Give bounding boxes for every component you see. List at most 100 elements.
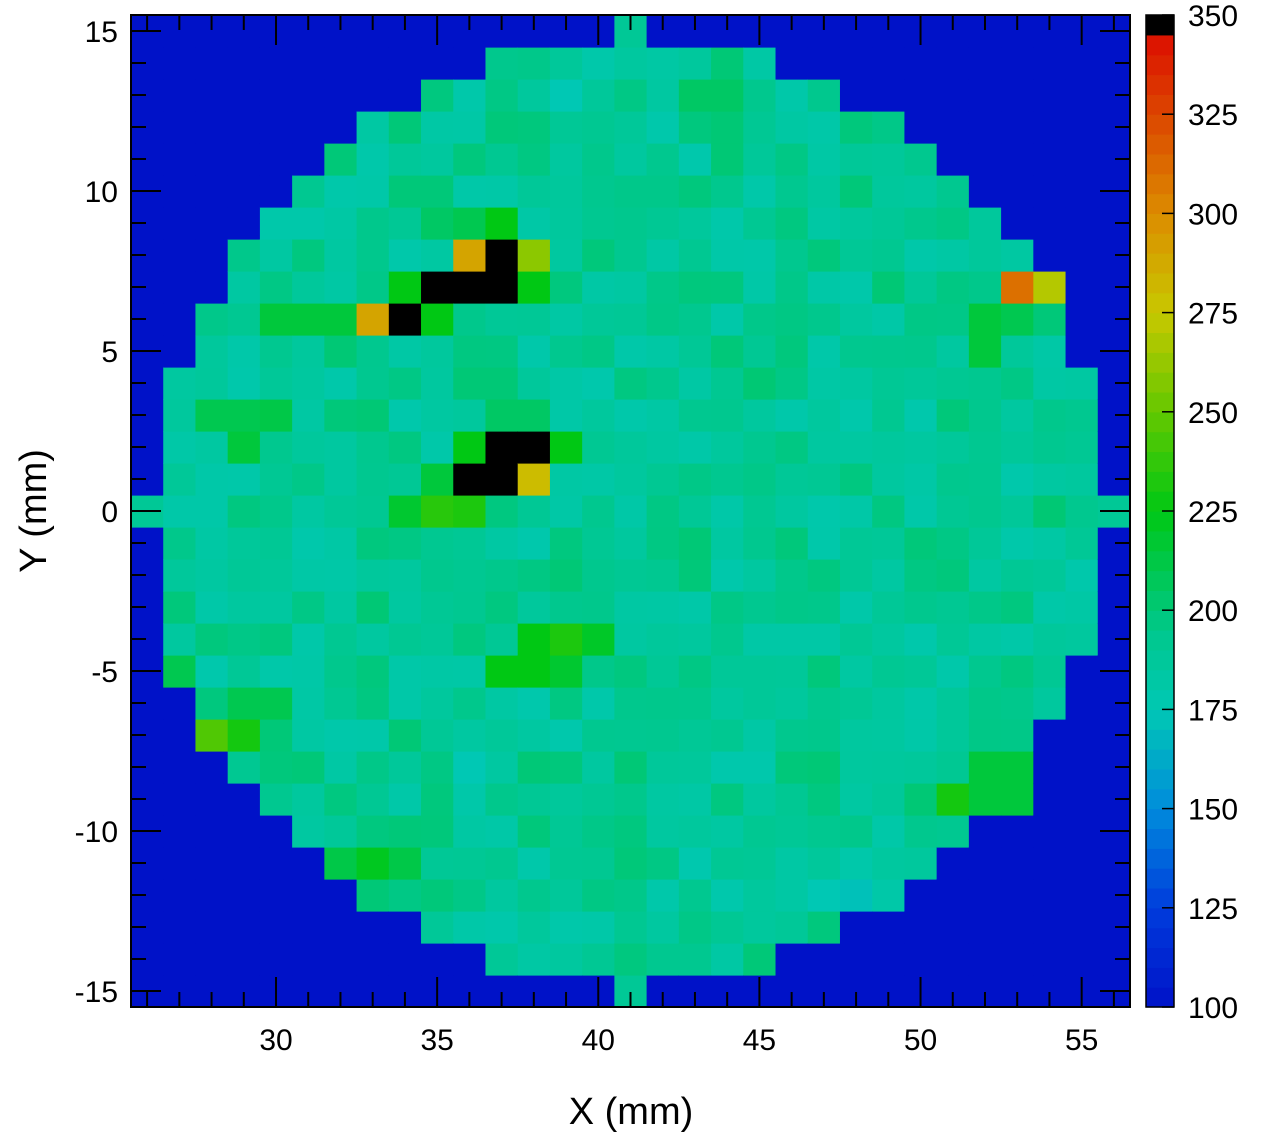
- heatmap-cell: [421, 463, 454, 496]
- heatmap-cell: [839, 143, 873, 176]
- heatmap-cell: [163, 399, 197, 432]
- heatmap-cell: [517, 559, 551, 592]
- heatmap-cell: [839, 687, 873, 720]
- heatmap-cell: [1033, 47, 1067, 80]
- heatmap-cell: [1065, 239, 1099, 272]
- heatmap-cell: [259, 847, 293, 880]
- heatmap-cell: [936, 687, 970, 720]
- heatmap-cell: [743, 943, 777, 976]
- heatmap-cell: [904, 463, 938, 496]
- heatmap-cell: [485, 399, 519, 432]
- heatmap-cell: [195, 687, 229, 720]
- heatmap-cell: [163, 751, 197, 784]
- heatmap-cell: [485, 879, 519, 912]
- heatmap-cell: [1033, 591, 1067, 624]
- heatmap-cell: [421, 431, 454, 464]
- heatmap-cell: [259, 751, 293, 784]
- heatmap-cell: [195, 303, 229, 336]
- heatmap-cell: [163, 335, 197, 368]
- heatmap-cell: [517, 335, 551, 368]
- heatmap-cell: [1033, 655, 1067, 688]
- colorbar-segment: [1146, 788, 1174, 810]
- heatmap-cell: [549, 751, 583, 784]
- heatmap-cell: [227, 815, 261, 848]
- heatmap-cell: [356, 495, 390, 528]
- heatmap-cell: [711, 751, 744, 784]
- heatmap-cell: [775, 815, 809, 848]
- heatmap-cell: [711, 655, 744, 688]
- heatmap-cell: [549, 815, 583, 848]
- heatmap-cell: [485, 495, 519, 528]
- heatmap-cell: [711, 943, 744, 976]
- heatmap-cell: [163, 815, 197, 848]
- heatmap-cell: [421, 943, 454, 976]
- heatmap-cell: [549, 367, 583, 400]
- heatmap-cell: [968, 239, 1002, 272]
- heatmap-cell: [453, 847, 487, 880]
- heatmap-cell: [904, 559, 938, 592]
- heatmap-cell: [421, 271, 454, 304]
- heatmap-cell: [582, 559, 615, 592]
- heatmap-cell: [839, 79, 873, 112]
- heatmap-cell: [259, 399, 293, 432]
- heatmap-cell: [421, 207, 454, 240]
- heatmap-cell: [807, 943, 841, 976]
- heatmap-cell: [356, 943, 390, 976]
- heatmap-cell: [388, 111, 422, 144]
- heatmap-cell: [259, 879, 293, 912]
- heatmap-cell: [711, 239, 744, 272]
- heatmap-cell: [872, 399, 906, 432]
- heatmap-cell: [292, 591, 325, 624]
- heatmap-cell: [582, 719, 615, 752]
- heatmap-cell: [517, 271, 551, 304]
- heatmap-cell: [163, 111, 197, 144]
- heatmap-cell: [582, 303, 615, 336]
- heatmap-cell: [775, 527, 809, 560]
- colorbar-segment: [1146, 173, 1174, 195]
- heatmap-cell: [517, 591, 551, 624]
- heatmap-cell: [1065, 847, 1099, 880]
- heatmap-cell: [614, 463, 648, 496]
- colorbar-tick-label: 150: [1188, 794, 1238, 827]
- heatmap-cell: [259, 303, 293, 336]
- heatmap-cell: [904, 783, 938, 816]
- heatmap-cell: [549, 463, 583, 496]
- heatmap-cell: [807, 591, 841, 624]
- heatmap-cell: [904, 335, 938, 368]
- heatmap-cell: [936, 719, 970, 752]
- heatmap-cell: [324, 527, 358, 560]
- heatmap-cell: [936, 367, 970, 400]
- heatmap-cell: [421, 687, 454, 720]
- heatmap-cell: [356, 591, 390, 624]
- heatmap-cell: [195, 847, 229, 880]
- heatmap-cell: [839, 751, 873, 784]
- heatmap-cell: [807, 175, 841, 208]
- heatmap-cell: [775, 431, 809, 464]
- heatmap-cell: [1033, 175, 1067, 208]
- heatmap-cell: [743, 527, 777, 560]
- heatmap-cell: [1001, 655, 1034, 688]
- heatmap-cell: [1065, 79, 1099, 112]
- heatmap-cell: [549, 559, 583, 592]
- colorbar-tick-label: 325: [1188, 99, 1238, 132]
- x-tick-label: 55: [1065, 1024, 1098, 1057]
- heatmap-cell: [388, 463, 422, 496]
- heatmap-cell: [1001, 911, 1034, 944]
- heatmap-cell: [517, 367, 551, 400]
- heatmap-cell: [872, 111, 906, 144]
- heatmap-cell: [775, 239, 809, 272]
- colorbar-segment: [1146, 669, 1174, 691]
- heatmap-cell: [968, 687, 1002, 720]
- heatmap-cell: [195, 495, 229, 528]
- heatmap-cell: [582, 495, 615, 528]
- heatmap-cell: [646, 207, 680, 240]
- heatmap-cell: [775, 463, 809, 496]
- heatmap-cell: [421, 111, 454, 144]
- heatmap-cell: [356, 719, 390, 752]
- heatmap-cell: [195, 399, 229, 432]
- heatmap-cell: [195, 623, 229, 656]
- heatmap-cell: [517, 303, 551, 336]
- heatmap-cell: [388, 271, 422, 304]
- heatmap-cell: [388, 943, 422, 976]
- heatmap-cell: [421, 847, 454, 880]
